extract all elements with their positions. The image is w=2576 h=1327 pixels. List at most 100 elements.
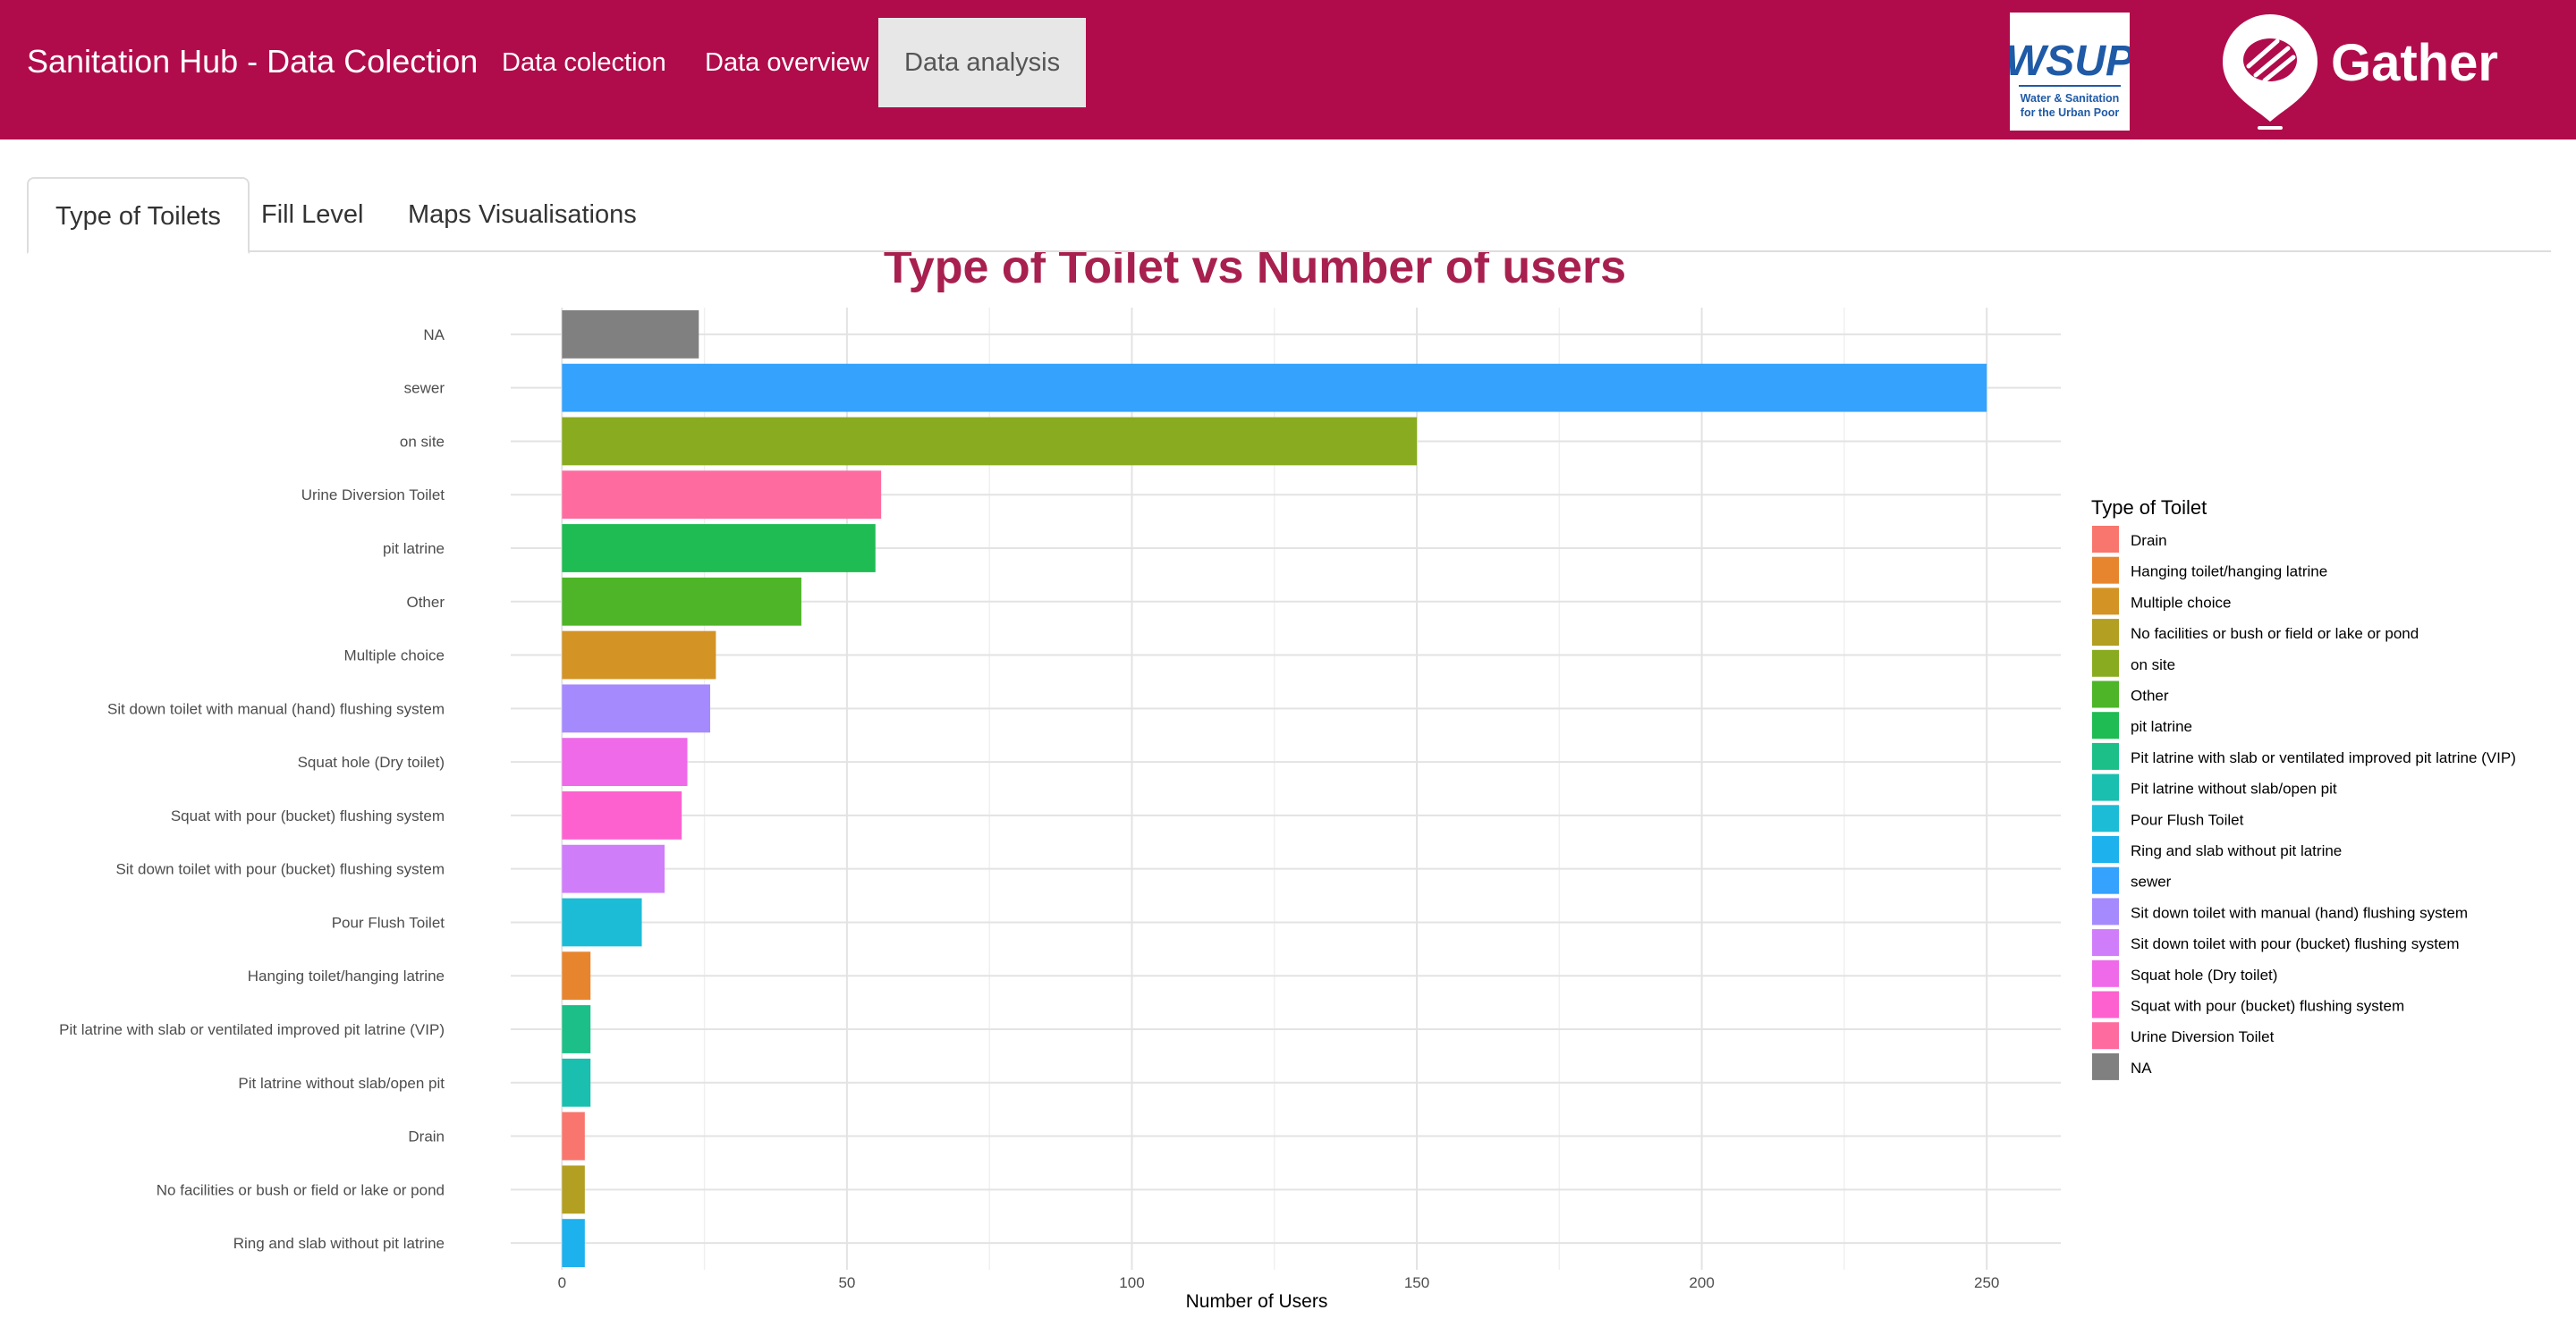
gather-logo-text: Gather	[2331, 34, 2498, 92]
y-tick-label: on site	[400, 433, 445, 450]
x-tick-label: 150	[1404, 1274, 1429, 1291]
bar[interactable]	[562, 738, 688, 787]
legend-label: Squat with pour (bucket) flushing system	[2131, 998, 2404, 1015]
x-tick-label: 250	[1974, 1274, 1999, 1291]
legend-label: Urine Diversion Toilet	[2131, 1028, 2275, 1045]
bar[interactable]	[562, 1005, 591, 1053]
y-tick-label: NA	[423, 326, 445, 343]
x-tick-label: 100	[1119, 1274, 1144, 1291]
bar[interactable]	[562, 1058, 591, 1107]
bar[interactable]	[562, 1219, 585, 1268]
bar[interactable]	[562, 363, 1987, 412]
bar[interactable]	[562, 844, 665, 893]
legend-swatch	[2092, 649, 2119, 677]
x-tick-label: 200	[1689, 1274, 1714, 1291]
legend-label: Ring and slab without pit latrine	[2131, 842, 2342, 859]
y-tick-label: No facilities or bush or field or lake o…	[157, 1181, 445, 1198]
legend-swatch	[2092, 866, 2119, 894]
legend-swatch	[2092, 773, 2119, 801]
legend-swatch	[2092, 712, 2119, 740]
bar[interactable]	[562, 951, 591, 1001]
legend-swatch	[2092, 1052, 2119, 1080]
legend-label: on site	[2131, 656, 2175, 673]
legend-swatch	[2092, 836, 2119, 863]
legend-label: Drain	[2131, 532, 2167, 549]
legend-label: Sit down toilet with pour (bucket) flush…	[2131, 935, 2460, 952]
wsup-logo-text: WSUP	[2010, 38, 2130, 85]
bar[interactable]	[562, 1111, 585, 1161]
legend-label: sewer	[2131, 874, 2172, 891]
nav-data-colection[interactable]: Data colection	[502, 48, 666, 77]
legend-label: Multiple choice	[2131, 594, 2231, 611]
y-tick-label: Urine Diversion Toilet	[301, 486, 445, 503]
legend-swatch	[2092, 619, 2119, 647]
chart-title: Type of Toilet vs Number of users	[884, 252, 1626, 293]
legend-label: Pit latrine with slab or ventilated impr…	[2131, 749, 2516, 766]
bar[interactable]	[562, 790, 682, 840]
legend-swatch	[2092, 526, 2119, 553]
wsup-logo-subtext-1: Water & Sanitation	[2021, 92, 2120, 105]
legend-label: No facilities or bush or field or lake o…	[2131, 625, 2419, 642]
bar[interactable]	[562, 309, 699, 359]
y-tick-label: Multiple choice	[344, 647, 445, 664]
wsup-logo: WSUP Water & Sanitation for the Urban Po…	[2005, 13, 2135, 131]
legend-swatch	[2092, 959, 2119, 987]
y-tick-label: Other	[406, 594, 445, 611]
gather-brain-icon	[2223, 14, 2318, 130]
bar[interactable]	[562, 630, 716, 680]
legend-swatch	[2092, 1022, 2119, 1050]
bar[interactable]	[562, 577, 801, 626]
bar[interactable]	[562, 417, 1418, 466]
legend-label: Pit latrine without slab/open pit	[2131, 781, 2337, 798]
legend-swatch	[2092, 929, 2119, 957]
navbar: Sanitation Hub - Data Colection Data col…	[0, 0, 2576, 139]
legend-label: pit latrine	[2131, 718, 2192, 735]
tab-type-of-toilets[interactable]: Type of Toilets	[27, 177, 250, 254]
y-tick-label: Sit down toilet with pour (bucket) flush…	[115, 861, 445, 878]
wsup-logo-subtext-2: for the Urban Poor	[2021, 106, 2120, 119]
y-tick-label: sewer	[404, 380, 445, 397]
tab-fill-level[interactable]: Fill Level	[261, 200, 364, 229]
gather-logo: Gather	[2209, 11, 2576, 132]
y-tick-label: Hanging toilet/hanging latrine	[248, 968, 445, 985]
legend-swatch	[2092, 556, 2119, 584]
tab-maps-visualisations[interactable]: Maps Visualisations	[408, 200, 637, 229]
brand-title[interactable]: Sanitation Hub - Data Colection	[27, 43, 479, 80]
legend-label: Sit down toilet with manual (hand) flush…	[2131, 904, 2468, 921]
x-axis-title: Number of Users	[1186, 1291, 1328, 1312]
y-tick-label: Ring and slab without pit latrine	[233, 1235, 445, 1252]
analysis-tabs: Type of Toilets Fill Level Maps Visualis…	[27, 177, 2551, 254]
y-tick-label: Pour Flush Toilet	[332, 914, 445, 931]
x-tick-label: 0	[558, 1274, 566, 1291]
legend-title: Type of Toilet	[2091, 496, 2207, 519]
chart-area: Type of Toilet vs Number of users NA sewe…	[0, 241, 2576, 1327]
nav-data-overview[interactable]: Data overview	[705, 48, 869, 77]
nav-data-analysis[interactable]: Data analysis	[878, 18, 1087, 107]
legend-swatch	[2092, 898, 2119, 926]
legend-label: Squat hole (Dry toilet)	[2131, 967, 2277, 984]
y-tick-label: Squat hole (Dry toilet)	[298, 754, 445, 771]
legend-swatch	[2092, 991, 2119, 1018]
y-tick-label: Sit down toilet with manual (hand) flush…	[107, 700, 445, 717]
bar[interactable]	[562, 524, 876, 572]
y-tick-label: Squat with pour (bucket) flushing system	[171, 807, 445, 824]
bar[interactable]	[562, 1165, 585, 1214]
y-tick-label: pit latrine	[383, 540, 445, 557]
legend-swatch	[2092, 680, 2119, 708]
legend-swatch	[2092, 742, 2119, 770]
y-tick-label: Drain	[408, 1128, 445, 1145]
legend-label: NA	[2131, 1060, 2152, 1077]
bar[interactable]	[562, 898, 642, 947]
y-tick-label: Pit latrine without slab/open pit	[238, 1075, 445, 1092]
legend: Type of Toilet Drain Hanging toilet/hangi…	[2091, 496, 2516, 1080]
legend-label: Other	[2131, 688, 2169, 705]
bar[interactable]	[562, 684, 710, 733]
legend-label: Pour Flush Toilet	[2131, 811, 2244, 828]
bar-chart: Type of Toilet vs Number of users NA sewe…	[59, 241, 2516, 1312]
bar[interactable]	[562, 470, 882, 520]
legend-swatch	[2092, 805, 2119, 833]
legend-swatch	[2092, 587, 2119, 615]
x-tick-label: 50	[838, 1274, 855, 1291]
y-tick-label: Pit latrine with slab or ventilated impr…	[59, 1021, 445, 1038]
legend-label: Hanging toilet/hanging latrine	[2131, 563, 2327, 580]
